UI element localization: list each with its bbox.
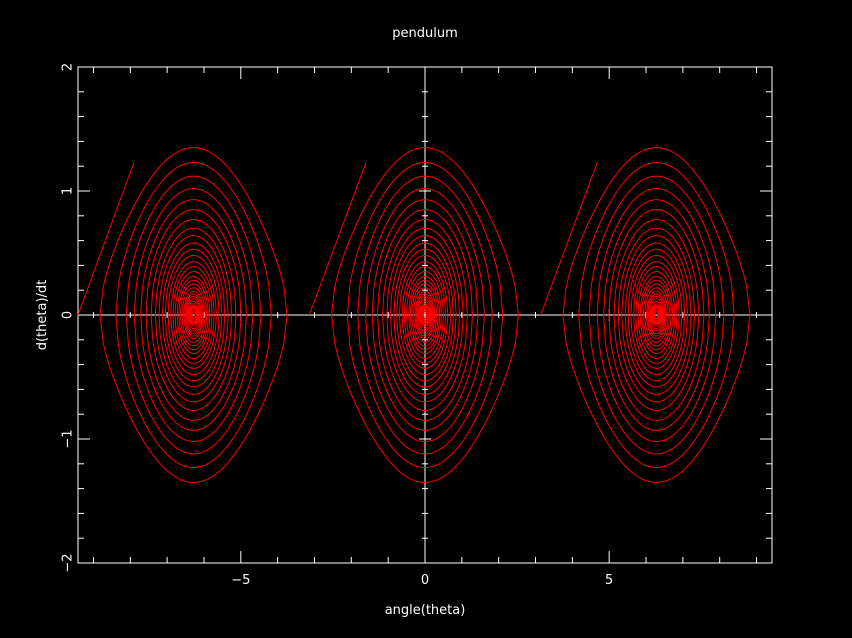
orbit-curve [412,287,438,343]
orbit-curve [617,227,696,403]
orbit-curve [184,293,203,337]
orbit-curve [637,271,676,359]
orbit-curve [185,295,202,335]
orbit-curve [365,187,485,443]
orbit-curve [346,161,504,469]
orbit-curve [164,248,223,382]
orbit-curve [613,218,700,412]
orbit-curve [624,242,689,388]
orbit-curve [382,218,468,412]
y-tick-label: −2 [61,553,76,572]
orbit-curve [396,248,454,382]
orbit-curve [115,161,272,469]
x-tick-label: 5 [605,573,613,588]
x-axis-label: angle(theta) [385,603,466,618]
orbit-curve [654,310,659,320]
y-tick-label: 2 [61,63,76,71]
orbit-curve [371,199,479,431]
orbit-curve [422,308,428,322]
orbit-curve [653,308,660,322]
tick-labels: −5 0 5 −2 −1 0 1 2 [61,63,614,588]
orbit-curve [174,271,213,359]
orbit-curve [398,255,452,375]
y-axis-label: d(theta)/dt [35,280,50,351]
orbit-curve [170,261,217,369]
orbit-curve [642,283,671,347]
orbit-curve [406,271,444,359]
orbit-curve [630,255,683,375]
y-tick-label: 1 [61,187,76,195]
orbit-curve [158,235,229,395]
equilibrium-core [648,305,664,325]
orbit-curve [644,287,669,343]
y-tick-label: 0 [61,311,76,319]
orbit-curve [422,310,428,320]
axis-ticks [78,66,772,564]
orbit-curve [145,209,242,421]
orbit-curve [415,293,435,337]
orbit-curve [386,227,464,403]
orbit-curve [140,199,247,431]
orbit-curve [411,283,439,347]
orbit-curves [77,147,751,483]
orbit-curve [608,209,705,421]
orbit-curve [414,290,436,340]
orbit-curve [627,248,686,382]
entry-segment [540,162,598,316]
orbit-curve [181,287,206,343]
entry-segment [308,162,367,316]
orbit-curve [389,235,461,395]
orbit-curve [191,310,196,320]
orbit-curve [633,261,680,369]
orbit-curve [578,161,735,469]
orbit-curve [562,147,751,483]
orbit-curve [150,218,237,412]
orbit-curve [648,295,665,335]
orbit-curve [178,279,209,351]
orbit-curve [603,199,710,431]
chart-title: pendulum [392,26,458,41]
orbit-curve [167,255,220,375]
orbit-curve [190,308,197,322]
orbit-curve [416,295,434,335]
orbit-curve [172,266,215,364]
equilibrium-core [186,305,202,325]
x-tick-label: 0 [421,573,429,588]
orbit-curve [635,266,678,364]
orbit-curve [401,261,449,369]
orbit-curve [408,276,442,354]
orbit-curve [393,242,457,388]
orbit-curve [639,276,674,354]
orbit-curve [161,242,226,388]
orbit-curve [596,187,717,443]
orbit-curve [183,290,205,340]
orbit-curve [176,276,211,354]
orbit-curve [409,279,441,351]
orbit-curve [376,209,474,421]
orbit-curve [154,227,233,403]
x-tick-label: −5 [231,573,250,588]
orbit-curve [647,293,666,337]
orbit-curve [179,283,208,347]
orbit-curve [125,175,262,455]
equilibrium-core [417,305,433,325]
y-tick-label: −1 [61,429,76,448]
orbit-curve [588,175,725,455]
orbit-curve [133,187,254,443]
entry-segment [77,162,135,316]
orbit-curve [403,266,447,364]
orbit-curve [645,290,667,340]
orbit-curve [621,235,692,395]
orbit-curve [99,147,288,483]
orbit-curve [331,147,519,483]
orbit-curve [641,279,672,351]
orbit-curve [357,175,493,455]
